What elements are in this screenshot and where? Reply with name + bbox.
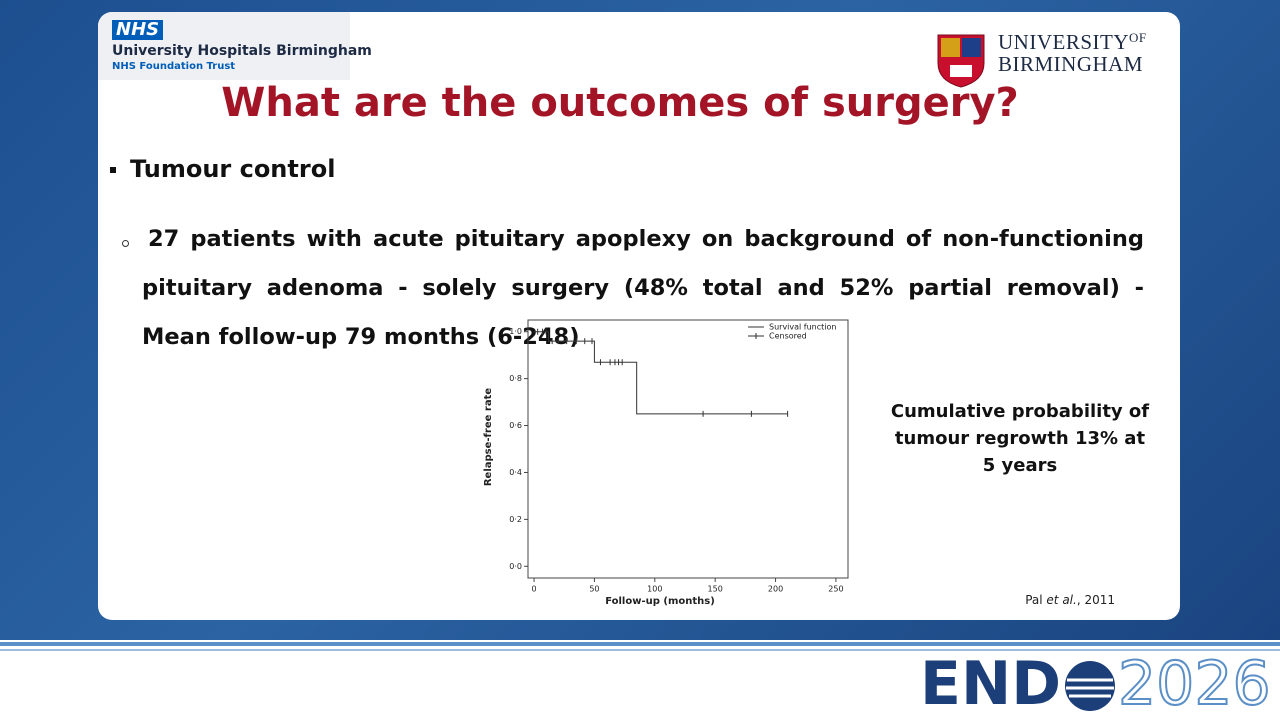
endo-logo: END	[920, 649, 1062, 719]
university-line2: BIRMINGHAM	[998, 52, 1144, 76]
sub-bullet-marker	[122, 240, 129, 247]
endo-globe	[1065, 661, 1115, 711]
citation: Pal et al., 2011	[1025, 593, 1115, 607]
x-axis-label: Follow-up (months)	[605, 596, 715, 607]
slide-title: What are the outcomes of surgery?	[221, 80, 1019, 126]
bullet: Tumour control	[130, 155, 336, 183]
y-tick-label: 0·8	[509, 374, 522, 383]
footer-rule	[0, 649, 1280, 651]
slide-panel	[98, 12, 1180, 620]
university-crest	[937, 34, 985, 88]
y-tick-label: 0·4	[509, 468, 522, 477]
survival-curve	[534, 331, 788, 415]
x-tick-label: 150	[708, 585, 723, 594]
sub-bullet: 27 patients with acute pituitary apoplex…	[142, 226, 1144, 350]
y-tick-label: 0·0	[509, 562, 522, 571]
plot-frame	[527, 319, 849, 579]
endo-year: 2026	[1117, 648, 1272, 720]
trust: NHS Foundation Trust	[112, 61, 236, 72]
callout: Cumulative probability of tumour regrowt…	[890, 401, 1150, 476]
x-tick-label: 0	[531, 585, 536, 594]
y-tick-label: 0·6	[509, 421, 522, 430]
legend-label: Survival function	[769, 323, 836, 332]
nhs-badge: NHS	[112, 20, 164, 40]
organisation: University Hospitals Birmingham	[112, 43, 372, 59]
y-tick-label: 1·0	[509, 327, 522, 336]
y-axis-label: Relapse-free rate	[483, 388, 494, 486]
university-of: OF	[1129, 30, 1147, 45]
university-name: UNIVERSITYOF	[998, 30, 1147, 55]
citation-author: Pal	[1025, 593, 1043, 607]
university-line1: UNIVERSITY	[998, 30, 1129, 54]
y-tick-label: 0·2	[509, 515, 522, 524]
legend-label: Censored	[769, 332, 807, 341]
footer-rule	[0, 642, 1280, 646]
bullet-marker	[110, 167, 116, 173]
x-tick-label: 250	[828, 585, 843, 594]
x-tick-label: 50	[589, 585, 599, 594]
chart: 0·0 0·2 0·4 0·6 0·8 1·0 0 50 100 150 200 250 Follow-…	[483, 319, 849, 607]
citation-year: , 2011	[1076, 593, 1115, 607]
x-tick-label: 200	[768, 585, 783, 594]
x-tick-label: 100	[647, 585, 662, 594]
citation-etal: et al.	[1046, 593, 1077, 607]
